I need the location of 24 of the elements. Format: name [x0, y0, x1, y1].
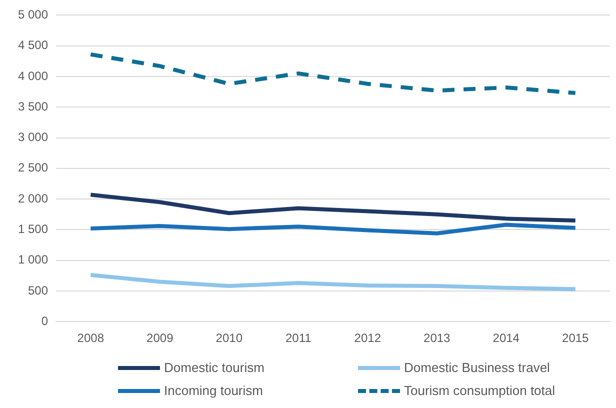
x-tick-label: 2009 [146, 331, 174, 346]
x-tick-label: 2013 [424, 331, 451, 346]
y-tick-label: 2 000 [18, 191, 48, 206]
y-tick-label: 500 [28, 283, 48, 298]
y-tick-label: 3 500 [18, 99, 48, 114]
x-tick-label: 2011 [285, 331, 312, 346]
legend-label: Domestic Business travel [404, 360, 550, 375]
y-tick-label: 1 500 [18, 222, 48, 236]
x-tick-label: 2012 [354, 331, 382, 346]
y-tick-label: 4 500 [18, 38, 48, 52]
y-tick-label: 4 000 [18, 68, 48, 83]
y-tick-label: 1 000 [18, 252, 48, 267]
legend-label: Incoming tourism [164, 383, 263, 398]
x-tick-label: 2015 [562, 331, 590, 346]
y-tick-label: 0 [41, 314, 48, 328]
x-tick-label: 2014 [492, 331, 520, 346]
y-tick-label: 5 000 [18, 8, 48, 22]
x-tick-label: 2008 [77, 331, 104, 346]
x-tick-label: 2010 [216, 331, 243, 346]
line-series [88, 52, 578, 96]
y-tick-label: 2 500 [18, 160, 48, 175]
legend-label: Tourism consumption total [404, 383, 556, 398]
legend-label: Domestic tourism [164, 360, 264, 375]
y-tick-label: 3 000 [18, 130, 48, 144]
